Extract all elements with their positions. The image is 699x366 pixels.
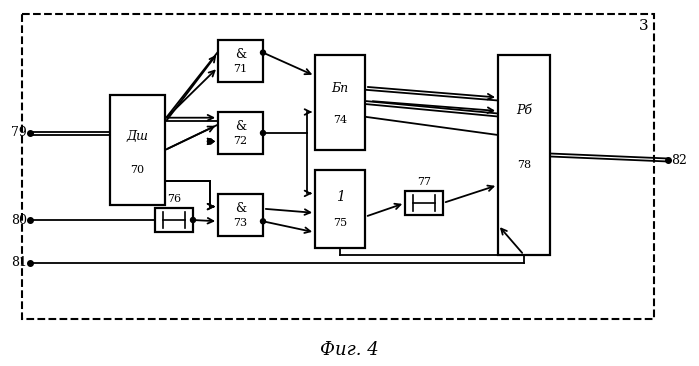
Bar — [110, 95, 165, 205]
Text: 79: 79 — [11, 127, 27, 139]
Circle shape — [261, 50, 266, 55]
Text: Дш: Дш — [127, 130, 148, 143]
Text: &: & — [235, 48, 246, 61]
Text: 80: 80 — [11, 213, 27, 227]
Text: 78: 78 — [517, 160, 531, 170]
Circle shape — [208, 139, 212, 144]
Text: 76: 76 — [167, 194, 181, 204]
Bar — [498, 55, 550, 255]
Text: &: & — [235, 120, 246, 133]
Bar — [218, 194, 263, 236]
Text: &: & — [235, 202, 246, 215]
Text: 1: 1 — [336, 190, 345, 204]
Text: Бп: Бп — [331, 82, 349, 95]
Text: Фиг. 4: Фиг. 4 — [319, 341, 378, 359]
Bar — [315, 170, 365, 248]
Circle shape — [191, 217, 196, 223]
Text: 74: 74 — [333, 115, 347, 124]
Bar — [405, 191, 443, 215]
Text: 71: 71 — [233, 64, 247, 74]
Bar — [218, 40, 263, 82]
Text: 72: 72 — [233, 137, 247, 146]
Bar — [155, 208, 193, 232]
Bar — [218, 112, 263, 154]
Text: Рб: Рб — [516, 105, 532, 117]
Text: 73: 73 — [233, 219, 247, 228]
Circle shape — [261, 131, 266, 135]
Text: 75: 75 — [333, 218, 347, 228]
Circle shape — [261, 219, 266, 224]
Text: 77: 77 — [417, 177, 431, 187]
Bar — [22, 14, 654, 319]
Text: 81: 81 — [11, 257, 27, 269]
Text: 70: 70 — [131, 165, 145, 175]
Text: 3: 3 — [640, 19, 649, 33]
Text: 82: 82 — [671, 153, 687, 167]
Bar — [315, 55, 365, 150]
Circle shape — [208, 139, 212, 144]
